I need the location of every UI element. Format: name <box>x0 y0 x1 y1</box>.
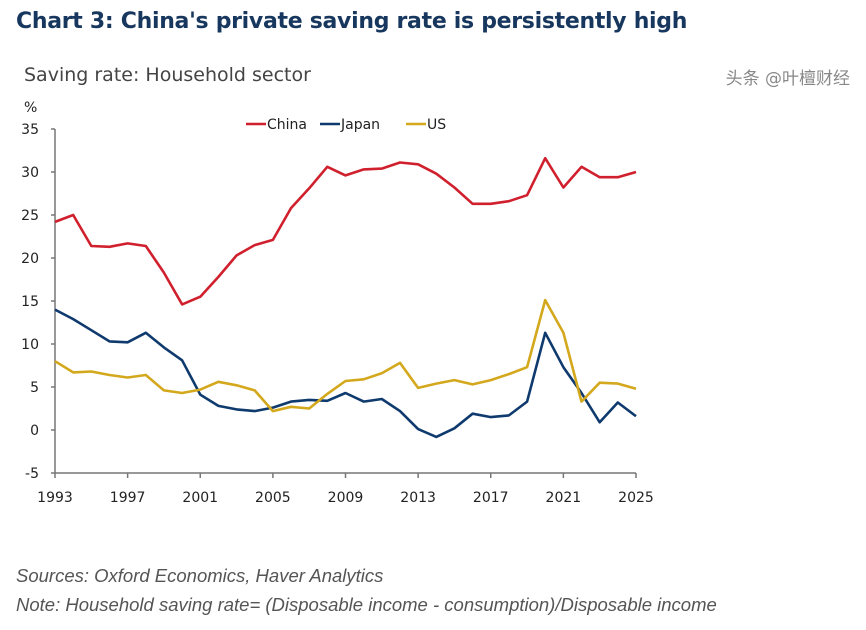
y-tick-label: 25 <box>21 208 39 224</box>
y-axis-unit: % <box>24 100 37 116</box>
sources-note: Sources: Oxford Economics, Haver Analyti… <box>16 565 384 586</box>
y-tick-label: 0 <box>30 423 39 439</box>
y-tick-label: 30 <box>21 165 39 181</box>
y-tick-label: 20 <box>21 251 39 267</box>
y-tick-label: 5 <box>30 380 39 396</box>
chart-title: Chart 3: China's private saving rate is … <box>16 9 688 34</box>
legend-label-china: China <box>267 117 307 133</box>
y-tick-label: -5 <box>25 466 39 482</box>
y-tick-label: 10 <box>21 337 39 353</box>
legend-label-japan: Japan <box>340 117 380 133</box>
y-tick-label: 15 <box>21 294 39 310</box>
x-tick-label: 2005 <box>255 490 291 506</box>
watermark: 头条 @叶檀财经 <box>725 69 850 89</box>
x-tick-label: 1993 <box>37 490 73 506</box>
x-tick-label: 2017 <box>473 490 509 506</box>
x-tick-label: 2025 <box>618 490 654 506</box>
x-tick-label: 2021 <box>546 490 582 506</box>
x-tick-label: 2009 <box>328 490 364 506</box>
definition-note: Note: Household saving rate= (Disposable… <box>16 594 717 615</box>
series-line-china <box>54 156 637 306</box>
legend-label-us: US <box>427 117 446 133</box>
x-tick-label: 1997 <box>110 490 146 506</box>
y-tick-label: 35 <box>21 122 39 138</box>
x-tick-label: 2013 <box>400 490 436 506</box>
x-tick-label: 2001 <box>182 490 218 506</box>
series-line-us <box>54 298 637 413</box>
series-line-japan <box>54 308 637 439</box>
chart-subtitle: Saving rate: Household sector <box>24 64 311 86</box>
